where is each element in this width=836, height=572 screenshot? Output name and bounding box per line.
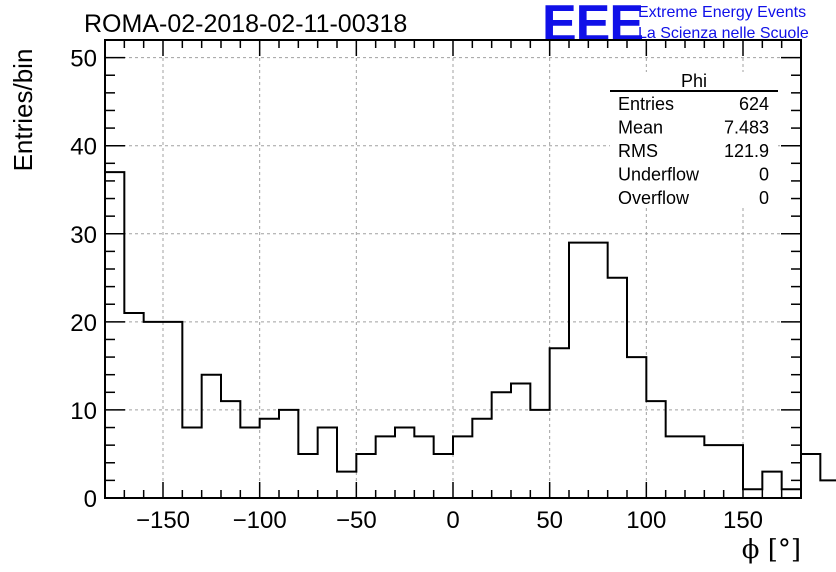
histogram-bin [666, 436, 685, 498]
histogram-bin [782, 489, 801, 498]
x-axis-label: ϕ [°] [742, 535, 801, 565]
histogram-bin [704, 445, 723, 498]
histogram-bin [298, 454, 317, 498]
stats-label: Mean [618, 118, 663, 138]
histogram-line [105, 171, 836, 491]
histogram-bin [588, 243, 607, 498]
chart-title: ROMA-02-2018-02-11-00318 [84, 10, 408, 38]
histogram-series [105, 171, 836, 499]
histogram-bin [434, 454, 453, 498]
x-tick-label: −100 [233, 507, 287, 534]
grid-lines [105, 40, 801, 498]
histogram-bin [801, 454, 820, 498]
histogram-bin [356, 454, 375, 498]
histogram-bin [550, 348, 569, 498]
x-tick-label: −150 [136, 507, 190, 534]
stats-value: 0 [759, 165, 769, 185]
histogram-bin [163, 322, 182, 498]
y-tick-label: 40 [70, 134, 97, 161]
histogram-bin [492, 392, 511, 498]
histogram-bin [530, 410, 549, 498]
y-tick-label: 10 [70, 398, 97, 425]
histogram-bin [820, 480, 836, 498]
histogram-bin [511, 384, 530, 499]
histogram-bin [260, 419, 279, 498]
y-tick-label: 0 [84, 486, 97, 513]
histogram-bin [337, 472, 356, 498]
histogram-bin [318, 428, 337, 498]
y-tick-label: 30 [70, 222, 97, 249]
logo-line-1: Extreme Energy Events [638, 4, 807, 21]
histogram-bin [569, 243, 588, 498]
histogram-bin [743, 489, 762, 498]
stats-value: 0 [759, 188, 769, 208]
stats-box: Phi Entries 624 Mean 7.483 RMS 121.9 Underflow 0… [610, 71, 778, 208]
y-tick-label: 50 [70, 46, 97, 73]
histogram-bin [105, 172, 124, 498]
histogram-bin [724, 445, 743, 498]
histogram-bin [124, 313, 143, 498]
eee-logo-text: Extreme Energy Events La Scienza nelle S… [638, 2, 809, 44]
histogram-bin [414, 436, 433, 498]
histogram-bin [202, 375, 221, 498]
y-tick-label: 20 [70, 310, 97, 337]
histogram-bin [240, 428, 259, 498]
stats-label: Underflow [618, 165, 700, 185]
axes: −150 −100 −50 0 50 100 150 0 10 20 30 40 50 [70, 40, 801, 534]
stats-value: 7.483 [724, 118, 769, 138]
histogram-bin [685, 436, 704, 498]
histogram-bin [144, 322, 163, 498]
stats-label: Entries [618, 94, 674, 114]
histogram-bin [279, 410, 298, 498]
y-axis-label: Entries/bin [8, 49, 38, 172]
stats-box-bg [610, 72, 778, 208]
histogram-bin [395, 428, 414, 498]
stats-value: 624 [739, 94, 769, 114]
histogram-bin [221, 401, 240, 498]
x-tick-label: 150 [723, 507, 763, 534]
histogram-bin [646, 401, 665, 498]
logo-line-2: La Scienza nelle Scuole [638, 25, 809, 42]
histogram-bin [472, 419, 491, 498]
stats-value: 121.9 [724, 141, 769, 161]
histogram-bin [762, 472, 781, 498]
histogram-bin [182, 428, 201, 498]
stats-label: Overflow [618, 188, 690, 208]
histogram-bin [453, 436, 472, 498]
stats-label: RMS [618, 141, 658, 161]
histogram-bin [627, 357, 646, 498]
x-tick-label: −50 [336, 507, 377, 534]
histogram-bin [376, 436, 395, 498]
x-tick-label: 0 [446, 507, 459, 534]
x-tick-label: 100 [626, 507, 666, 534]
histogram-bin [608, 278, 627, 498]
x-tick-label: 50 [536, 507, 563, 534]
stats-title: Phi [681, 71, 707, 91]
